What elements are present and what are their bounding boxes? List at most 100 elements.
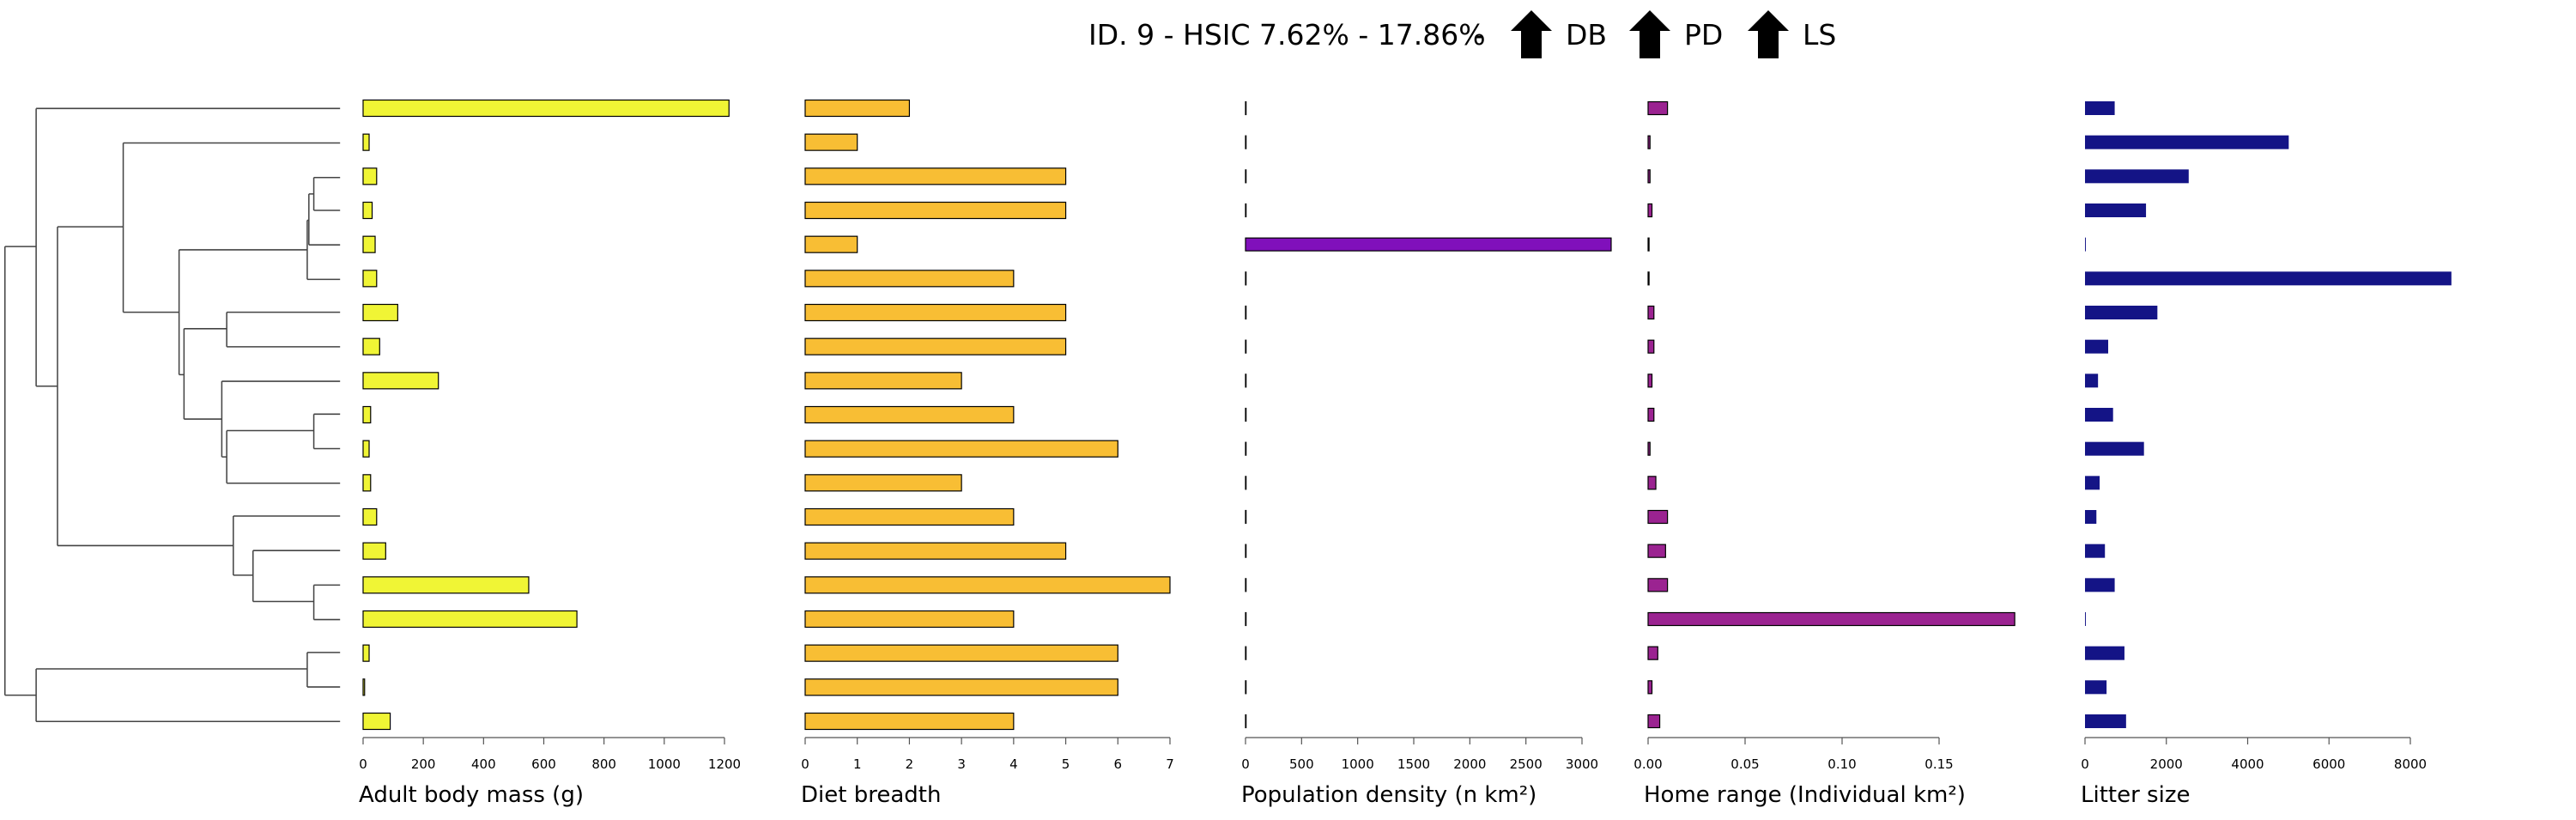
bar	[804, 644, 1118, 662]
bar	[362, 542, 386, 560]
x-tick-label: 0.15	[1924, 756, 1953, 772]
up-arrow	[1748, 10, 1789, 58]
bar	[1647, 407, 1655, 422]
bar	[2085, 680, 2107, 695]
bar	[1647, 476, 1657, 490]
bar	[804, 507, 1015, 526]
bar	[362, 235, 376, 253]
bar	[1647, 611, 2015, 627]
bar	[804, 576, 1171, 594]
bar	[2085, 271, 2452, 286]
x-tick-label: 5	[1062, 756, 1070, 772]
title-separator: -	[1474, 18, 1484, 52]
bar	[804, 474, 962, 492]
bar	[804, 610, 1015, 629]
x-tick-label: 400	[471, 756, 496, 772]
bar	[2085, 510, 2097, 524]
bar	[804, 337, 1067, 355]
x-axis-title: Home range (Individual km²)	[1644, 782, 1966, 808]
bar	[362, 474, 372, 492]
indicator: PD	[1684, 18, 1723, 52]
x-axis-title: Population density (n km²)	[1241, 782, 1537, 808]
title-group: ID. 9 - HSIC 7.62% - 17.86% - DB PD LS	[1088, 10, 1836, 58]
bar	[804, 167, 1067, 185]
bar	[362, 303, 398, 322]
bar	[804, 303, 1067, 322]
bar	[2085, 714, 2126, 728]
bar	[1647, 544, 1666, 558]
bar	[362, 337, 380, 355]
x-tick-label: 1500	[1397, 756, 1430, 772]
bar	[2085, 101, 2115, 115]
bar	[362, 201, 373, 220]
x-tick-label: 2000	[2150, 756, 2183, 772]
bar	[1647, 509, 1669, 525]
bar	[1647, 374, 1653, 388]
bar	[1647, 578, 1669, 592]
indicator: LS	[1803, 18, 1836, 52]
bar	[804, 201, 1067, 220]
title: ID. 9 - HSIC 7.62% - 17.86%	[1088, 18, 1486, 52]
x-tick-label: 2500	[1510, 756, 1543, 772]
dendrogram	[3, 107, 341, 723]
x-axis-title: Adult body mass (g)	[359, 782, 584, 808]
bar	[2085, 408, 2113, 422]
x-tick-label: 0	[359, 756, 367, 772]
bar	[804, 133, 858, 151]
bar	[2085, 135, 2289, 149]
bar	[362, 507, 378, 526]
bar	[2085, 476, 2100, 490]
bar	[1647, 441, 1651, 456]
bar	[362, 644, 370, 662]
bar	[804, 270, 1015, 288]
x-tick-label: 2	[906, 756, 914, 772]
bar	[2085, 339, 2109, 354]
bar	[2085, 578, 2115, 592]
x-tick-label: 0.00	[1633, 756, 1662, 772]
bar	[804, 712, 1015, 731]
x-tick-label: 7	[1166, 756, 1174, 772]
x-axis-title: Litter size	[2081, 782, 2190, 808]
x-tick-label: 8000	[2394, 756, 2427, 772]
bar	[804, 440, 1118, 458]
up-arrow	[1629, 10, 1670, 58]
bar	[1647, 305, 1655, 320]
bar	[2085, 203, 2147, 217]
x-tick-label: 600	[531, 756, 556, 772]
bar	[804, 542, 1067, 560]
indicator: DB	[1566, 18, 1607, 52]
bar	[804, 99, 911, 118]
bar	[2085, 441, 2144, 456]
bar	[1647, 237, 1650, 252]
bar	[2085, 374, 2099, 388]
bar	[362, 678, 366, 696]
bar	[1647, 100, 1669, 116]
bar	[2085, 544, 2106, 558]
bar	[1245, 237, 1612, 252]
x-tick-label: 800	[591, 756, 616, 772]
bar	[1647, 271, 1650, 286]
bar	[2085, 306, 2158, 319]
bar	[362, 712, 391, 731]
bar	[1647, 339, 1655, 354]
x-tick-label: 3000	[1566, 756, 1598, 772]
bar	[362, 99, 730, 118]
bar	[804, 372, 962, 390]
x-tick-label: 0	[801, 756, 809, 772]
bar	[1647, 169, 1651, 184]
up-arrow	[1511, 10, 1552, 58]
bar	[1647, 135, 1651, 149]
bar	[362, 610, 578, 629]
x-tick-label: 4000	[2231, 756, 2264, 772]
x-tick-label: 1	[853, 756, 862, 772]
bar	[804, 405, 1015, 424]
x-tick-label: 200	[411, 756, 436, 772]
x-tick-label: 4	[1009, 756, 1018, 772]
bar	[362, 440, 370, 458]
x-tick-label: 0	[2081, 756, 2089, 772]
x-tick-label: 0.10	[1827, 756, 1856, 772]
bar	[362, 133, 370, 151]
x-tick-label: 1000	[648, 756, 681, 772]
x-tick-label: 2000	[1453, 756, 1486, 772]
